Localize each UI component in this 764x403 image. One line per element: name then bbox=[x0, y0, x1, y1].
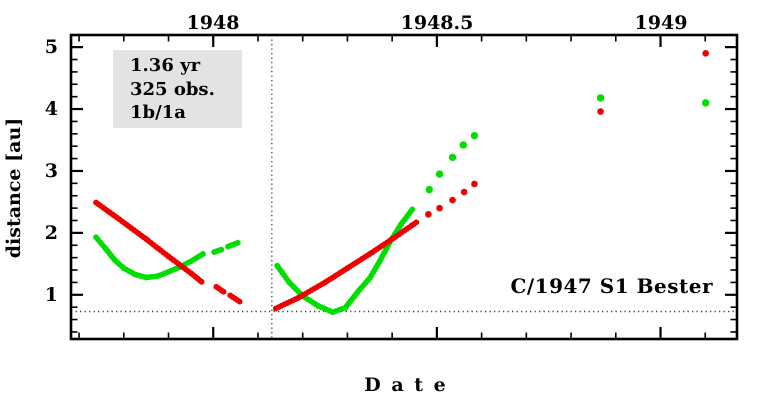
heliocentric-distance-point bbox=[471, 180, 478, 188]
info-orbit-quality: 1b/1a bbox=[130, 102, 186, 123]
y-tick-label-4: 4 bbox=[45, 98, 58, 120]
heliocentric-distance-point bbox=[198, 278, 205, 285]
geocentric-distance-point bbox=[459, 141, 467, 149]
geocentric-distance-point bbox=[425, 185, 433, 194]
heliocentric-distance-point bbox=[460, 188, 468, 196]
x-tick-label-1949: 1949 bbox=[635, 12, 688, 34]
heliocentric-distance-point bbox=[413, 219, 420, 226]
geocentric-distance-point bbox=[596, 94, 605, 102]
heliocentric-distance-point bbox=[449, 196, 456, 204]
y-tick-label-5: 5 bbox=[45, 36, 58, 58]
geocentric-distance-point bbox=[200, 251, 206, 257]
info-arc-length: 1.36 yr bbox=[130, 55, 201, 76]
plot-area bbox=[69, 33, 739, 341]
heliocentric-distance-point bbox=[236, 298, 243, 305]
geocentric-distance-point bbox=[435, 170, 444, 178]
geocentric-distance-point bbox=[470, 131, 479, 140]
heliocentric-distance-point bbox=[702, 50, 709, 57]
comet-name-label: C/1947 S1 Bester bbox=[510, 274, 713, 298]
x-axis-title: D a t e bbox=[364, 374, 448, 396]
heliocentric-distance-point bbox=[597, 108, 604, 115]
geocentric-distance-point bbox=[701, 99, 710, 107]
geocentric-distance-point bbox=[234, 239, 241, 246]
heliocentric-distance-point bbox=[436, 204, 443, 212]
x-tick-label-1948-5: 1948.5 bbox=[401, 12, 474, 34]
y-axis-title: distance [au] bbox=[3, 118, 25, 258]
y-tick-label-3: 3 bbox=[45, 160, 58, 182]
geocentric-distance-point bbox=[218, 246, 225, 253]
info-box bbox=[113, 50, 242, 128]
heliocentric-distance-point bbox=[220, 288, 227, 295]
geocentric-distance-point bbox=[409, 206, 416, 213]
y-tick-label-2: 2 bbox=[45, 222, 58, 244]
geocentric-distance-point bbox=[448, 153, 457, 162]
x-tick-label-1948: 1948 bbox=[187, 12, 240, 34]
heliocentric-distance-point bbox=[425, 211, 432, 218]
info-observations: 325 obs. bbox=[130, 79, 215, 100]
y-tick-label-1: 1 bbox=[45, 284, 58, 306]
plot-frame bbox=[69, 33, 739, 341]
